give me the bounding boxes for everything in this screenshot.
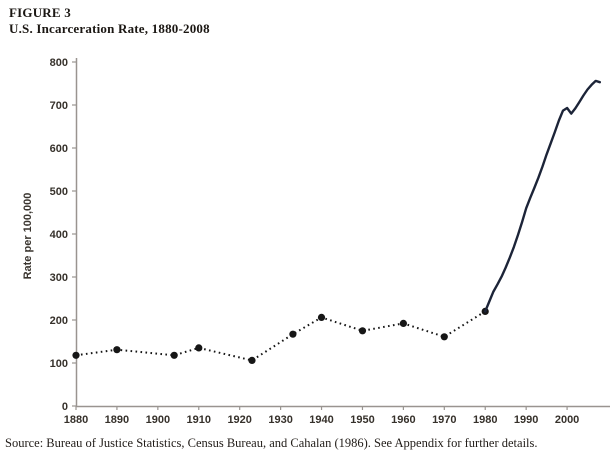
source-note: Source: Bureau of Justice Statistics, Ce… xyxy=(5,436,538,450)
x-tick-label: 1940 xyxy=(309,414,333,426)
x-tick-label: 1990 xyxy=(514,414,538,426)
data-point-marker xyxy=(113,346,121,354)
data-point-marker xyxy=(72,351,80,359)
y-tick-label: 600 xyxy=(50,143,68,155)
x-tick-label: 2000 xyxy=(555,414,579,426)
data-point-marker xyxy=(317,313,326,321)
x-tick-label: 1950 xyxy=(350,414,374,426)
x-tick-label: 1880 xyxy=(64,414,88,426)
data-point-marker xyxy=(358,327,367,335)
data-point-marker xyxy=(248,356,256,364)
census-series-line xyxy=(75,310,486,362)
x-tick-label: 1980 xyxy=(473,414,497,426)
y-tick-label: 200 xyxy=(50,315,68,327)
x-tick-label: 1890 xyxy=(105,414,129,426)
y-tick-label: 0 xyxy=(62,401,68,413)
data-point-marker xyxy=(170,351,178,359)
x-tick-label: 1920 xyxy=(227,414,251,426)
y-tick-label: 400 xyxy=(50,229,68,241)
figure-label: FIGURE 3 xyxy=(9,5,71,20)
y-tick-label: 100 xyxy=(50,358,68,370)
figure-title: U.S. Incarceration Rate, 1880-2008 xyxy=(9,21,210,36)
data-point-marker xyxy=(195,344,203,352)
y-tick-label: 800 xyxy=(50,57,68,69)
data-point-marker xyxy=(289,330,297,338)
data-point-marker xyxy=(399,319,407,327)
y-tick-label: 500 xyxy=(50,186,68,198)
data-point-marker xyxy=(440,333,448,341)
x-tick-label: 1970 xyxy=(432,414,456,426)
x-tick-label: 1930 xyxy=(268,414,292,426)
y-tick-label: 700 xyxy=(50,100,68,112)
annual-series-line xyxy=(484,79,601,313)
x-tick-label: 1900 xyxy=(146,414,170,426)
y-tick-label: 300 xyxy=(50,272,68,284)
x-tick-label: 1910 xyxy=(187,414,211,426)
x-tick-label: 1960 xyxy=(391,414,415,426)
